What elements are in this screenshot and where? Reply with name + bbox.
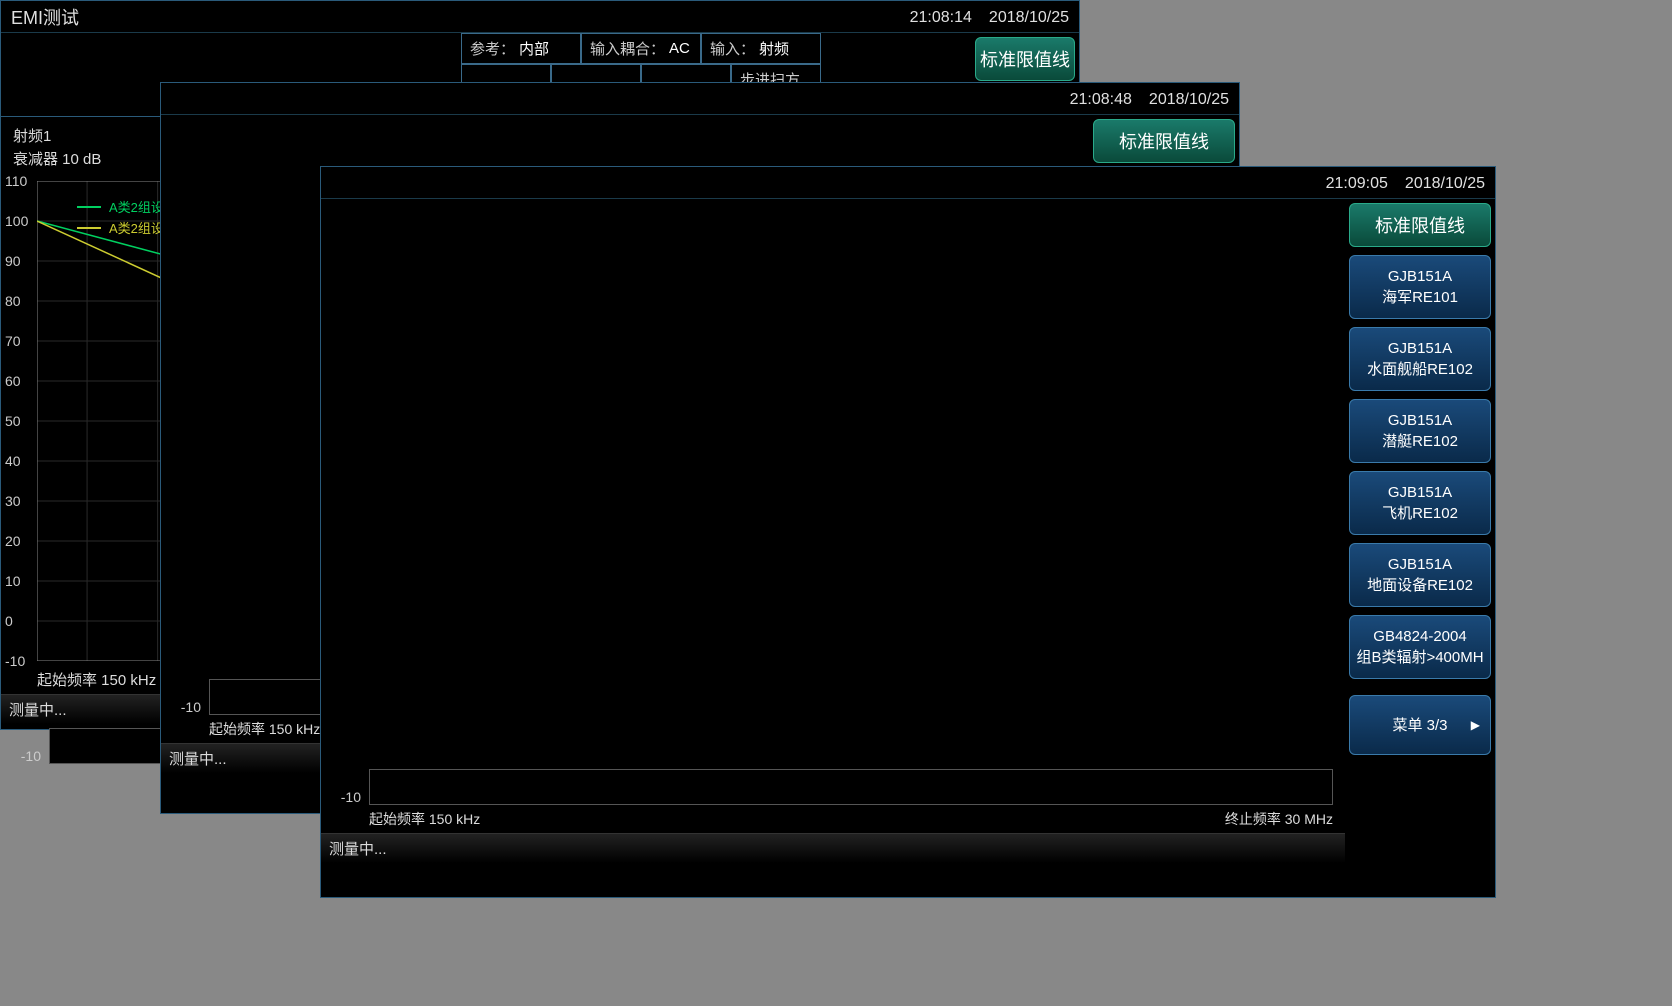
menu-item-3[interactable]: GJB151A 飞机RE102: [1349, 471, 1491, 535]
clock: 21:08:14 2018/10/25: [910, 6, 1069, 27]
mini-plot: -10: [321, 765, 1345, 809]
menu-item-4[interactable]: GJB151A 地面设备RE102: [1349, 543, 1491, 607]
stop-freq: 终止频率 30 MHz: [1225, 809, 1333, 829]
menu-header: 标准限值线: [975, 37, 1075, 81]
titlebar: 21:09:05 2018/10/25: [321, 167, 1495, 199]
app-title: EMI测试: [11, 4, 79, 30]
start-freq: 起始频率 150 kHz: [369, 809, 480, 829]
clock: 21:09:05 2018/10/25: [1326, 172, 1485, 193]
menu-page-button[interactable]: 菜单 3/3▶: [1349, 695, 1491, 755]
info-cell: 输入：射频: [701, 33, 821, 64]
clock: 21:08:48 2018/10/25: [1070, 88, 1229, 109]
menu-header: 标准限值线: [1349, 203, 1491, 247]
titlebar: 21:08:48 2018/10/25: [161, 83, 1239, 115]
info-cell: 参考：内部: [461, 33, 581, 64]
window-emi-3: 21:09:05 2018/10/25 -10 起始频率 150 kHz 终止频…: [320, 166, 1496, 898]
menu-item-5[interactable]: GB4824-2004 组B类辐射>400MH: [1349, 615, 1491, 679]
titlebar: EMI测试 21:08:14 2018/10/25: [1, 1, 1079, 33]
chevron-right-icon: ▶: [1471, 717, 1480, 734]
status-bar: 测量中...: [321, 833, 1345, 863]
menu-header: 标准限值线: [1093, 119, 1235, 163]
info-cell: 输入耦合：AC: [581, 33, 701, 64]
menu-item-2[interactable]: GJB151A 潜艇RE102: [1349, 399, 1491, 463]
start-freq: 起始频率 150 kHz: [209, 719, 320, 739]
start-freq: 起始频率 150 kHz: [37, 669, 156, 690]
menu-item-1[interactable]: GJB151A 水面舰船RE102: [1349, 327, 1491, 391]
menu-item-0[interactable]: GJB151A 海军RE101: [1349, 255, 1491, 319]
menu-panel: 标准限值线 GJB151A 海军RE101 GJB151A 水面舰船RE102 GJ…: [1345, 199, 1495, 897]
